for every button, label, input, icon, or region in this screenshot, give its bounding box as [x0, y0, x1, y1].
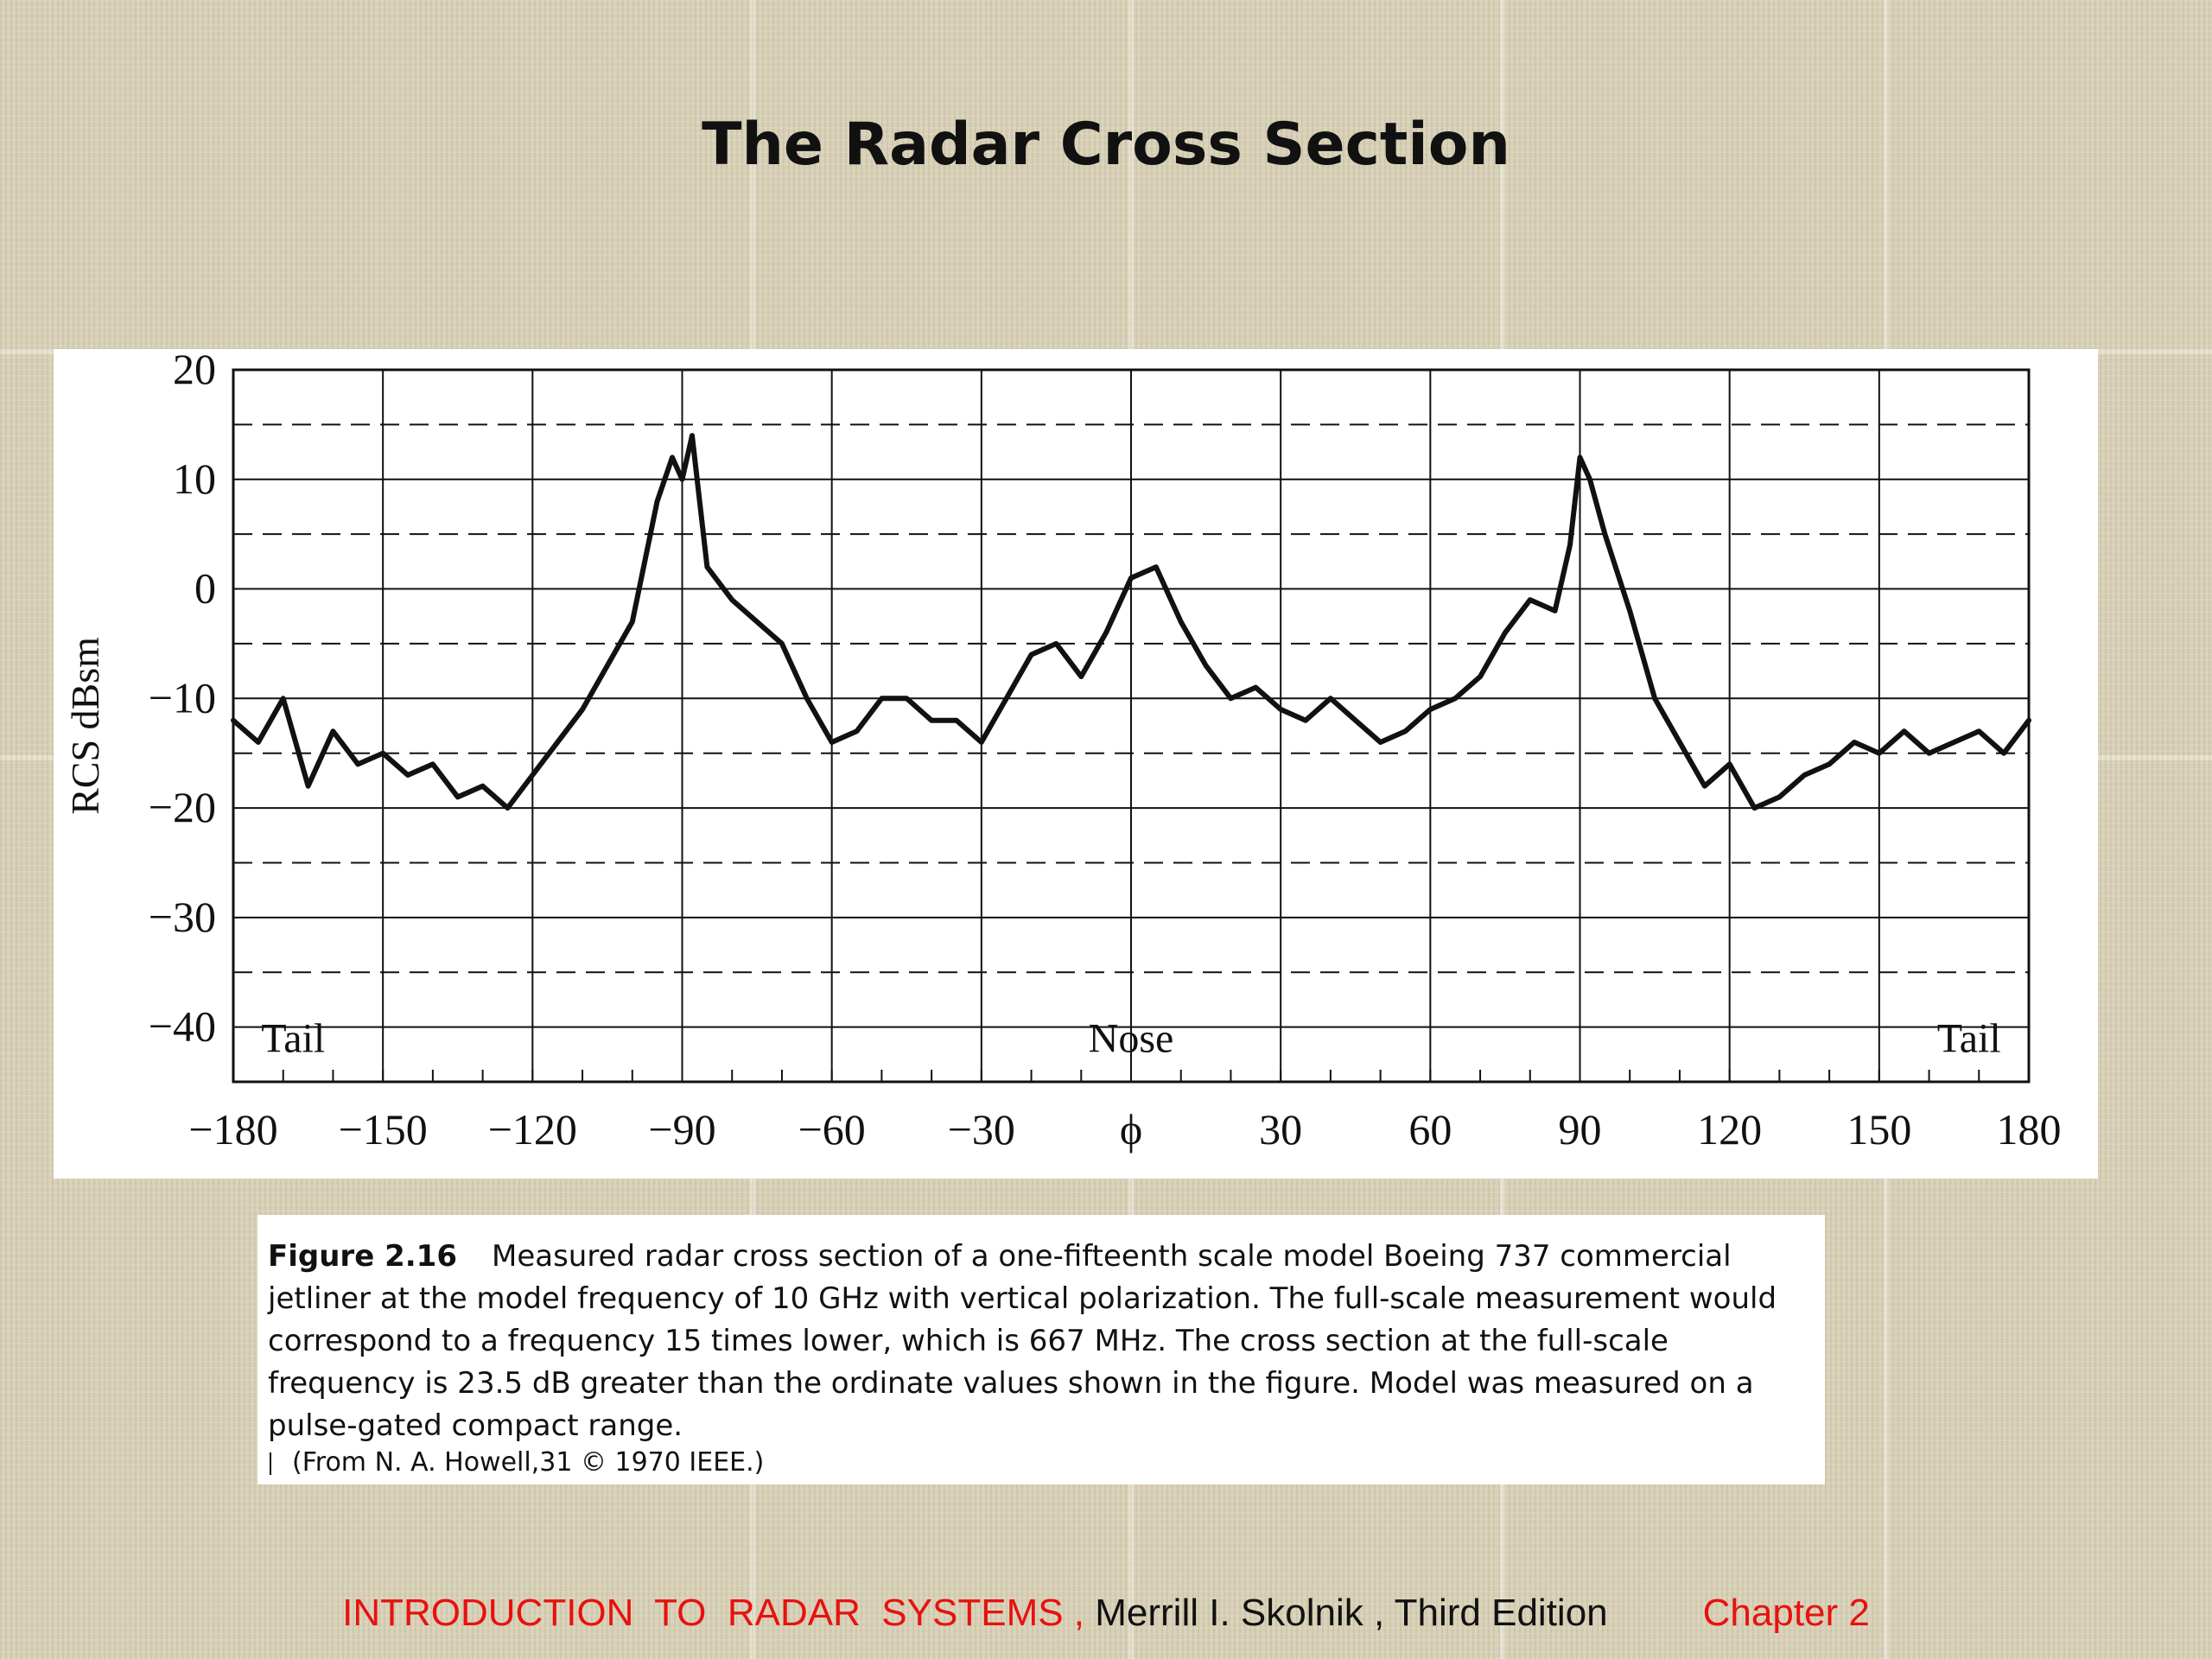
x-tick-label: ϕ: [1120, 1105, 1142, 1154]
x-tick-label: −60: [798, 1105, 866, 1154]
y-tick-label: −40: [149, 1002, 216, 1051]
x-tick-label: 120: [1697, 1105, 1762, 1154]
x-tick-label: 30: [1259, 1105, 1302, 1154]
figure-caption: Figure 2.16 Measured radar cross section …: [257, 1215, 1825, 1484]
footer-book-title: INTRODUCTION TO RADAR SYSTEMS ,: [342, 1592, 1085, 1634]
x-tick-label: −120: [488, 1105, 577, 1154]
figure-panel: 20 10 0 −10 −20 −30 −40 −180 −150 −120 −90 −60 −30 ϕ 3…: [54, 349, 2098, 1179]
caption-body: Figure 2.16 Measured radar cross section …: [268, 1236, 1815, 1447]
caption-label: Figure 2.16: [268, 1239, 457, 1274]
x-tick-label: 180: [1997, 1105, 2062, 1154]
x-tick-label: −30: [948, 1105, 1015, 1154]
y-tick-label: −20: [149, 783, 216, 831]
slide-title: The Radar Cross Section: [702, 111, 1510, 179]
footer-chapter: Chapter 2: [1702, 1592, 1870, 1634]
x-tick-label: −90: [648, 1105, 715, 1154]
x-tick-label: 60: [1408, 1105, 1452, 1154]
y-tick-label: −10: [149, 673, 216, 721]
caption-source: (From N. A. Howell,31 © 1970 IEEE.): [268, 1447, 1815, 1478]
x-tick-label: −150: [339, 1105, 428, 1154]
slide-footer: INTRODUCTION TO RADAR SYSTEMS , Merrill …: [0, 1592, 2212, 1635]
y-tick-label: −30: [149, 893, 216, 941]
annotation-tail: Tail: [261, 1015, 325, 1061]
y-axis-label: RCS dBsm: [63, 637, 107, 815]
rcs-chart: 20 10 0 −10 −20 −30 −40 −180 −150 −120 −90 −60 −30 ϕ 3…: [63, 349, 2062, 1154]
footer-author: Merrill I. Skolnik , Third Edition: [1084, 1592, 1608, 1634]
x-tick-label: −180: [188, 1105, 277, 1154]
y-tick-label: 20: [173, 349, 216, 393]
caption-text: Measured radar cross section of a one-fi…: [268, 1239, 1777, 1443]
y-tick-label: 10: [173, 454, 216, 503]
annotation-tail: Tail: [1937, 1015, 2001, 1061]
x-tick-label: 90: [1559, 1105, 1602, 1154]
y-tick-label: 0: [194, 564, 216, 613]
annotation-nose: Nose: [1089, 1015, 1174, 1061]
rcs-trace-0: [231, 433, 2031, 811]
x-tick-label: 150: [1847, 1105, 1911, 1154]
